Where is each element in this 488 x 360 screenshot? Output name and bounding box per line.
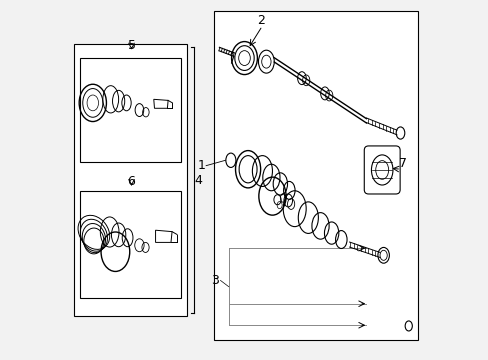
Text: 5: 5 xyxy=(127,39,135,52)
Text: 4: 4 xyxy=(194,174,202,186)
Text: 7: 7 xyxy=(398,157,406,170)
Bar xyxy=(80,191,180,298)
Text: 6: 6 xyxy=(127,175,135,188)
Bar xyxy=(214,12,417,339)
Bar xyxy=(80,58,180,162)
Text: 1: 1 xyxy=(197,159,204,172)
Text: 3: 3 xyxy=(210,274,218,287)
FancyBboxPatch shape xyxy=(364,146,399,194)
Text: 2: 2 xyxy=(256,14,264,27)
Bar xyxy=(74,44,187,316)
